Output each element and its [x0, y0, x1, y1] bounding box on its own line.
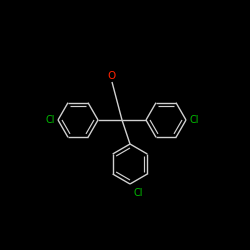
Text: Cl: Cl — [46, 115, 55, 125]
Text: O: O — [107, 71, 115, 81]
Text: Cl: Cl — [189, 115, 198, 125]
Text: Cl: Cl — [133, 188, 142, 198]
